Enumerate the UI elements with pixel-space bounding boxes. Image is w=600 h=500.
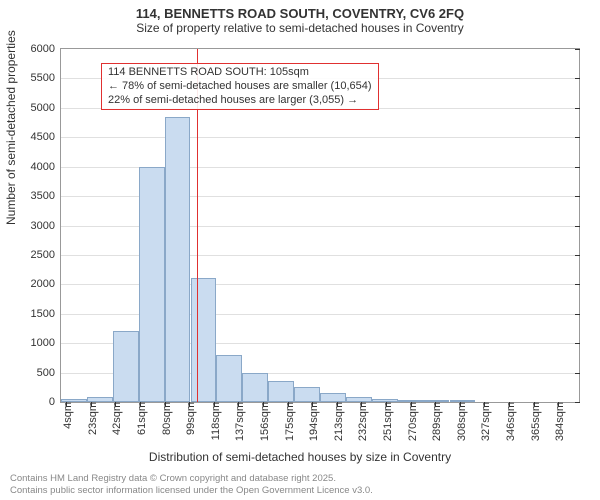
- x-tick-label: 156sqm: [255, 402, 271, 441]
- x-tick-label: 137sqm: [230, 402, 246, 441]
- y-tick-label: 2500: [31, 249, 61, 261]
- x-tick-label: 289sqm: [427, 402, 443, 441]
- histogram-bar: [191, 278, 217, 402]
- y-tick-mark: [575, 49, 580, 50]
- histogram-bar: [113, 331, 139, 402]
- y-tick-label: 4000: [31, 161, 61, 173]
- y-tick-label: 6000: [31, 43, 61, 55]
- histogram-bar: [165, 117, 191, 402]
- chart-subtitle: Size of property relative to semi-detach…: [0, 21, 600, 39]
- y-tick-mark: [575, 402, 580, 403]
- y-tick-mark: [575, 314, 580, 315]
- histogram-bar: [320, 393, 346, 402]
- footer-attribution: Contains HM Land Registry data © Crown c…: [10, 473, 373, 496]
- y-tick-label: 1500: [31, 308, 61, 320]
- x-axis-label: Distribution of semi-detached houses by …: [0, 450, 600, 464]
- x-tick-label: 270sqm: [403, 402, 419, 441]
- y-tick-label: 500: [37, 367, 61, 379]
- y-tick-label: 5000: [31, 102, 61, 114]
- x-tick-label: 4sqm: [58, 402, 74, 429]
- chart-container: 114, BENNETTS ROAD SOUTH, COVENTRY, CV6 …: [0, 0, 600, 500]
- x-tick-label: 232sqm: [353, 402, 369, 441]
- x-tick-label: 308sqm: [452, 402, 468, 441]
- histogram-bar: [294, 387, 320, 402]
- x-tick-label: 42sqm: [107, 402, 123, 435]
- plot-area: 0500100015002000250030003500400045005000…: [60, 48, 580, 403]
- x-tick-label: 23sqm: [83, 402, 99, 435]
- x-tick-label: 384sqm: [550, 402, 566, 441]
- histogram-bar: [216, 355, 242, 402]
- x-tick-label: 346sqm: [501, 402, 517, 441]
- x-tick-label: 99sqm: [181, 402, 197, 435]
- chart-title: 114, BENNETTS ROAD SOUTH, COVENTRY, CV6 …: [0, 0, 600, 21]
- gridline: [61, 137, 579, 138]
- y-tick-label: 1000: [31, 337, 61, 349]
- x-tick-label: 118sqm: [206, 402, 222, 440]
- y-tick-mark: [575, 137, 580, 138]
- x-tick-label: 175sqm: [280, 402, 296, 441]
- y-tick-label: 2000: [31, 278, 61, 290]
- y-axis-label: Number of semi-detached properties: [4, 30, 18, 225]
- x-tick-label: 327sqm: [476, 402, 492, 441]
- y-tick-mark: [575, 343, 580, 344]
- y-tick-mark: [575, 226, 580, 227]
- footer-line-2: Contains public sector information licen…: [10, 485, 373, 496]
- y-tick-label: 4500: [31, 131, 61, 143]
- y-tick-label: 3000: [31, 220, 61, 232]
- histogram-bar: [268, 381, 294, 402]
- y-tick-label: 5500: [31, 72, 61, 84]
- y-tick-label: 3500: [31, 190, 61, 202]
- x-tick-label: 61sqm: [132, 402, 148, 435]
- x-tick-label: 194sqm: [304, 402, 320, 441]
- histogram-bar: [139, 167, 165, 402]
- y-tick-mark: [575, 373, 580, 374]
- y-tick-mark: [575, 196, 580, 197]
- footer-line-1: Contains HM Land Registry data © Crown c…: [10, 473, 373, 484]
- x-tick-label: 251sqm: [378, 402, 394, 441]
- histogram-bar: [242, 373, 268, 402]
- y-tick-mark: [575, 78, 580, 79]
- y-tick-mark: [575, 255, 580, 256]
- x-tick-label: 365sqm: [526, 402, 542, 441]
- annotation-box: 114 BENNETTS ROAD SOUTH: 105sqm← 78% of …: [101, 63, 379, 110]
- x-tick-label: 80sqm: [157, 402, 173, 435]
- y-tick-mark: [575, 284, 580, 285]
- x-tick-label: 213sqm: [329, 402, 345, 441]
- y-tick-mark: [575, 167, 580, 168]
- annotation-line: ← 78% of semi-detached houses are smalle…: [108, 80, 372, 94]
- y-tick-mark: [575, 108, 580, 109]
- annotation-line: 114 BENNETTS ROAD SOUTH: 105sqm: [108, 66, 372, 80]
- annotation-line: 22% of semi-detached houses are larger (…: [108, 94, 372, 108]
